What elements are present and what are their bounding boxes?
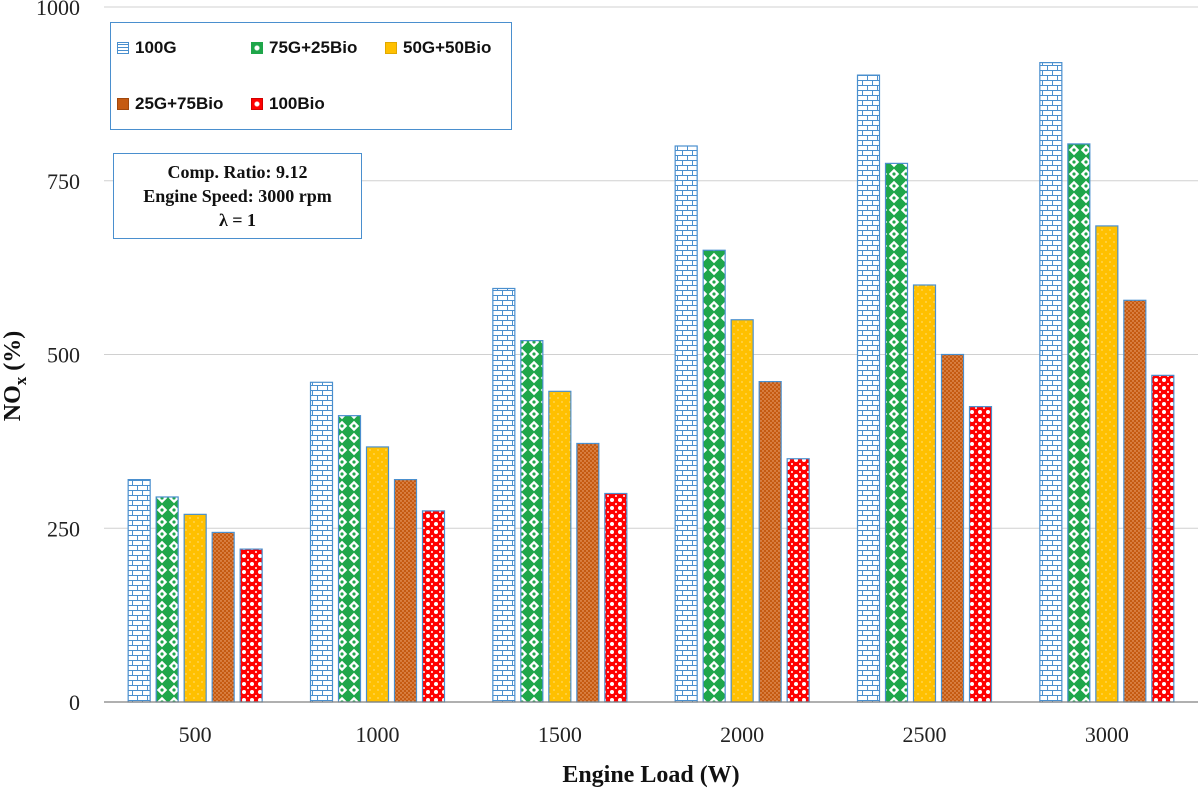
legend-swatch-100g (117, 42, 129, 54)
bar-75g25bio-500 (155, 496, 179, 703)
y-tick-label: 750 (47, 169, 80, 194)
legend-item-25g75bio: 25G+75Bio (117, 94, 223, 114)
bar-75g25bio-3000 (1067, 143, 1091, 703)
bar-25g75bio-2500 (940, 353, 965, 703)
bar-100bio-1000 (421, 510, 446, 703)
y-axis-title-unit: (%) (0, 331, 26, 377)
y-tick-label: 250 (47, 516, 80, 541)
legend-swatch-75g25bio (251, 42, 263, 54)
legend-label-100bio: 100Bio (269, 94, 325, 113)
legend: 100G 75G+25Bio 50G+50Bio 25G+75Bio 100Bi… (110, 22, 512, 130)
bar-100g-1500 (492, 287, 516, 703)
x-tick-label: 3000 (1085, 722, 1129, 747)
legend-item-100g: 100G (117, 38, 177, 58)
y-tick-label: 0 (69, 690, 80, 715)
legend-swatch-100bio (251, 98, 263, 110)
bar-100bio-1500 (604, 492, 628, 703)
bar-25g75bio-3000 (1123, 299, 1147, 703)
legend-label-100g: 100G (135, 38, 177, 57)
x-tick-label: 1000 (356, 722, 400, 747)
y-tick-label: 500 (47, 343, 80, 368)
bar-50g50bio-500 (183, 513, 207, 703)
x-tick-label: 2000 (720, 722, 764, 747)
legend-swatch-50g50bio (385, 42, 397, 54)
bar-25g75bio-1000 (393, 479, 418, 703)
y-tick-label: 1000 (36, 0, 80, 20)
legend-label-50g50bio: 50G+50Bio (403, 38, 492, 57)
bar-50g50bio-2000 (730, 319, 754, 703)
bar-75g25bio-1000 (337, 415, 362, 703)
bar-100bio-2000 (786, 458, 810, 703)
bar-75g25bio-2000 (702, 249, 726, 703)
tick-labels: 0 250 500 750 1000 500 1000 1500 2000 2500 3000 (36, 0, 1129, 747)
bar-25g75bio-1500 (576, 442, 600, 703)
bar-100g-2500 (856, 74, 881, 703)
bar-50g50bio-2500 (912, 284, 937, 703)
legend-item-75g25bio: 75G+25Bio (251, 38, 357, 58)
bar-100g-3000 (1039, 61, 1063, 703)
y-axis-title: NOx (%) (0, 331, 30, 421)
bar-75g25bio-2500 (884, 162, 909, 703)
x-axis-title: Engine Load (W) (562, 762, 739, 788)
legend-item-50g50bio: 50G+50Bio (385, 38, 491, 58)
test-conditions-box: Comp. Ratio: 9.12 Engine Speed: 3000 rpm… (113, 153, 362, 239)
bar-50g50bio-1000 (365, 446, 390, 703)
bar-100g-2000 (674, 145, 698, 703)
legend-swatch-25g75bio (117, 98, 129, 110)
x-tick-label: 2500 (903, 722, 947, 747)
bar-25g75bio-2000 (758, 381, 782, 703)
compression-ratio-text: Comp. Ratio: 9.12 (167, 162, 308, 182)
x-tick-label: 1500 (538, 722, 582, 747)
bar-100bio-2500 (968, 406, 993, 703)
bars (127, 61, 1175, 703)
lambda-text: λ = 1 (218, 210, 257, 230)
legend-label-25g75bio: 25G+75Bio (135, 94, 224, 113)
bar-100bio-500 (239, 548, 263, 703)
y-axis-title-sub: x (11, 376, 30, 385)
legend-label-75g25bio: 75G+25Bio (269, 38, 358, 57)
bar-100g-500 (127, 479, 151, 703)
y-axis-title-main: NO (0, 385, 26, 421)
bar-100bio-3000 (1151, 374, 1175, 703)
bar-50g50bio-3000 (1095, 225, 1119, 703)
bar-100g-1000 (309, 381, 334, 703)
engine-speed-text: Engine Speed: 3000 rpm (143, 186, 332, 206)
bar-25g75bio-500 (211, 531, 235, 703)
bar-50g50bio-1500 (548, 390, 572, 703)
bar-75g25bio-1500 (520, 340, 544, 703)
x-tick-label: 500 (179, 722, 212, 747)
legend-item-100bio: 100Bio (251, 94, 325, 114)
